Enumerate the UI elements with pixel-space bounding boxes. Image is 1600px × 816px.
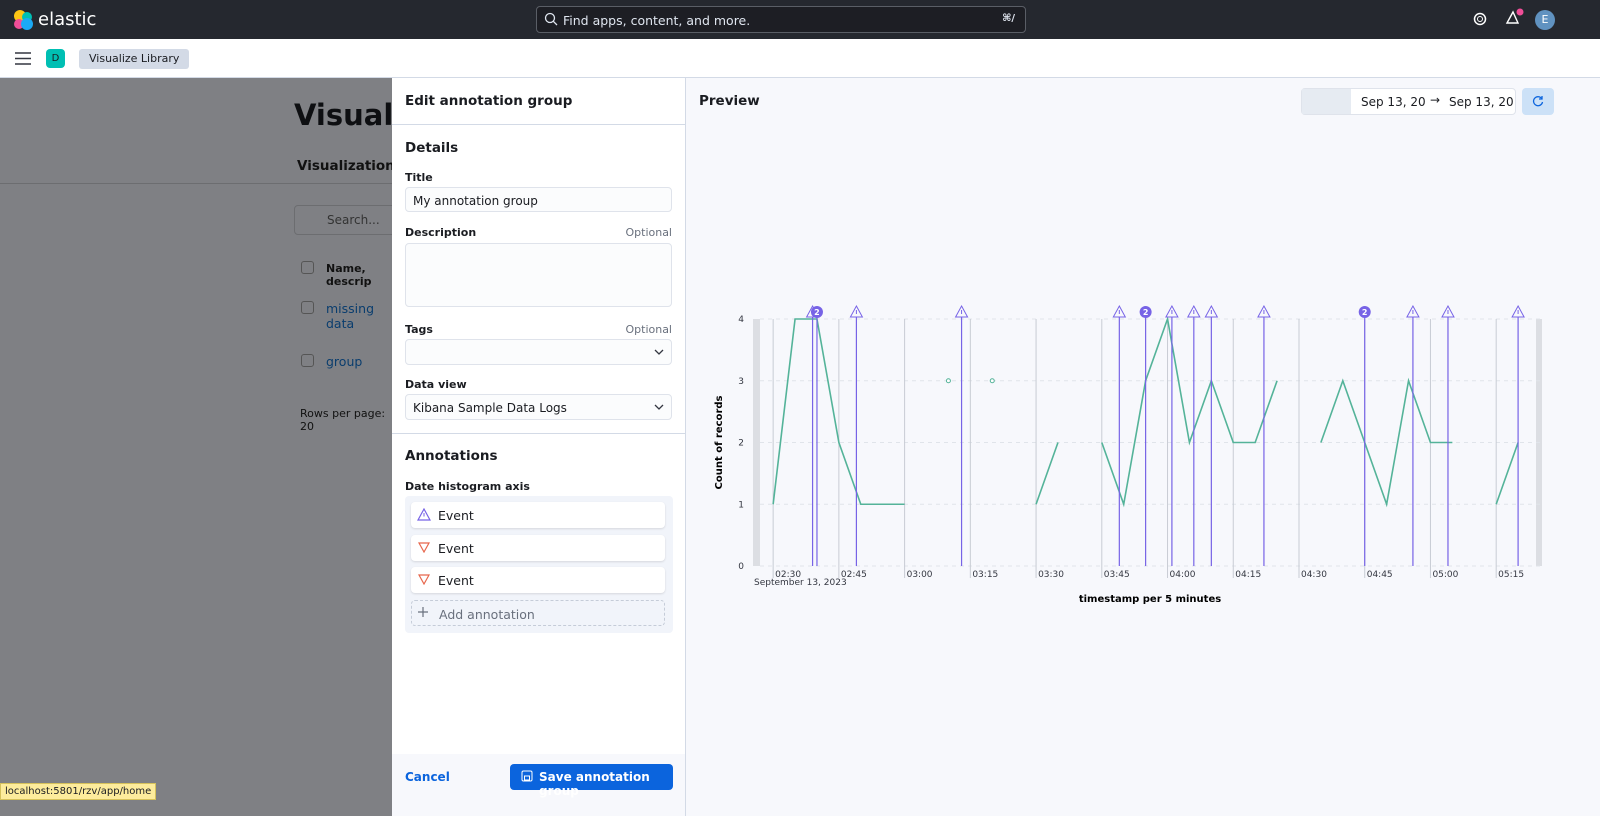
x-tick-label: 05:00 [1432, 570, 1458, 580]
x-tick-label: 02:45 [841, 570, 867, 580]
chevron [654, 404, 664, 410]
annotation-list: Event Event Event Add annotation [405, 496, 673, 633]
flyout-form: Edit annotation group Details Title My a… [392, 78, 686, 816]
x-tick-label: 03:45 [1104, 570, 1130, 580]
search-placeholder: Find apps, content, and more. [563, 13, 751, 28]
triangle-icon [418, 574, 430, 585]
annotation-group [1139, 306, 1152, 318]
point [989, 378, 995, 384]
field-label: Tags [405, 323, 433, 336]
line [772, 315, 1519, 508]
annotation-item[interactable]: Event [411, 567, 665, 593]
start-date[interactable]: Sep 13, 20 [1361, 95, 1426, 109]
checkbox [301, 301, 314, 314]
y-tick-label: 1 [738, 500, 744, 510]
breadcrumb[interactable]: Visualize Library [79, 49, 190, 69]
refresh-icon [1532, 96, 1544, 107]
add-annotation[interactable]: Add annotation [411, 600, 665, 626]
x-tick-label: 03:30 [1038, 570, 1064, 580]
y-axis-title: Count of records [714, 395, 725, 489]
nav-bar: D Visualize Library [0, 39, 1600, 78]
status-bar: localhost:5801/rzv/app/home [0, 783, 157, 800]
annotation-count: 2 [1362, 308, 1368, 317]
out-of-range [753, 319, 760, 566]
help-icon[interactable] [1473, 12, 1487, 26]
background-page: Visualiz Visualizations Search... Name, … [0, 78, 392, 816]
x-tick-label: 04:15 [1235, 570, 1261, 580]
plus-icon [418, 607, 428, 617]
field-label: Data view [405, 378, 467, 391]
x-tick-label: 03:15 [972, 570, 998, 580]
save-icon [521, 770, 533, 782]
page-title: Visualiz [294, 98, 392, 132]
chevron [654, 349, 664, 355]
row-link: missing data [326, 301, 375, 331]
field-hint: Optional [625, 226, 672, 239]
y-tick-label: 3 [738, 377, 744, 387]
checkbox [301, 261, 314, 274]
section-heading: Details [405, 140, 459, 156]
row-link: group [326, 354, 363, 369]
x-tick-label: 02:30 [775, 570, 801, 580]
warning-icon [417, 508, 431, 521]
date-picker[interactable]: Sep 13, 20 → Sep 13, 20 [1301, 88, 1516, 115]
x-tick-label: 04:30 [1301, 570, 1327, 580]
search-icon [544, 12, 558, 26]
x-tick-label: 04:45 [1367, 570, 1393, 580]
quick-menu[interactable] [1302, 89, 1351, 114]
news-icon[interactable] [1504, 8, 1524, 26]
avatar[interactable]: E [1535, 10, 1555, 30]
flyout-title: Edit annotation group [405, 93, 573, 109]
refresh-button[interactable] [1522, 88, 1554, 115]
field-hint: Optional [625, 323, 672, 336]
x-tick-label: 03:00 [907, 570, 933, 580]
triangle-icon [418, 542, 430, 553]
search-box[interactable]: Find apps, content, and more. ⌘/ [536, 6, 1026, 33]
annotation-count: 2 [1143, 308, 1149, 317]
end-date[interactable]: Sep 13, 20 [1449, 95, 1514, 109]
menu-icon[interactable] [15, 52, 31, 65]
cancel-button[interactable]: Cancel [405, 770, 450, 784]
tab: Visualizations [297, 158, 392, 174]
section-heading: Annotations [405, 448, 498, 464]
description-input[interactable] [405, 243, 672, 307]
field-label: Title [405, 171, 433, 184]
logo-text[interactable]: elastic [38, 9, 97, 30]
save-button[interactable]: Save annotation group [510, 764, 673, 798]
annotation-count: 2 [814, 308, 820, 317]
space-badge[interactable]: D [46, 49, 65, 68]
column-header: Name, descrip [326, 262, 372, 288]
field-label: Description [405, 226, 477, 239]
checkbox [301, 354, 314, 367]
x-sublabel: September 13, 2023 [754, 578, 847, 588]
preview-title: Preview [699, 93, 760, 109]
x-axis-title: timestamp per 5 minutes [1079, 594, 1221, 605]
annotation-item[interactable]: Event [411, 502, 665, 528]
preview-panel: Preview Sep 13, 20 → Sep 13, 20 0 1 2 3 4 02:… [686, 78, 1600, 816]
header: elastic Find apps, content, and more. ⌘/ … [0, 0, 1600, 39]
annotation-item[interactable]: Event [411, 535, 665, 561]
search-shortcut: ⌘/ [1002, 13, 1015, 24]
arrow: → [1430, 93, 1441, 107]
x-tick-label: 05:15 [1498, 570, 1524, 580]
pagination: Rows per page: 20 [300, 407, 386, 433]
tags-select[interactable] [405, 339, 672, 365]
y-tick-label: 2 [738, 439, 744, 449]
annotation-group [1358, 306, 1371, 318]
point [945, 378, 951, 384]
x-tick-label: 04:00 [1170, 570, 1196, 580]
chart: 0 1 2 3 4 02:30 02:45 03:00 03:15 03:30 03:45 04:00… [714, 304, 1542, 605]
y-tick-label: 4 [738, 315, 744, 325]
annotation-group [810, 306, 823, 318]
flyout-footer: Cancel Save annotation group [392, 754, 685, 816]
logo-mark [14, 10, 33, 30]
title-input[interactable]: My annotation group [405, 187, 672, 212]
y-tick-label: 0 [738, 562, 744, 572]
data-view-select[interactable]: Kibana Sample Data Logs [405, 394, 672, 420]
search-field: Search... [294, 205, 392, 235]
field-label: Date histogram axis [405, 480, 530, 493]
